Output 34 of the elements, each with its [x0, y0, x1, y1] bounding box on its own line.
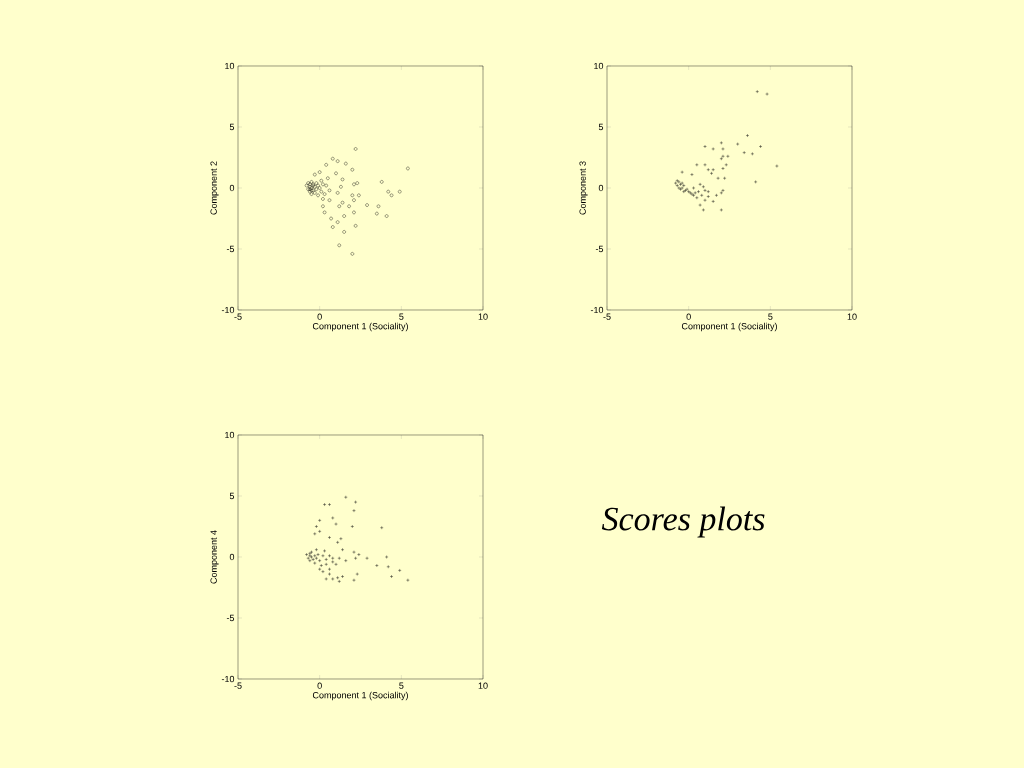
y-tick-label: 5	[229, 123, 235, 131]
x-tick-label: 10	[478, 313, 488, 320]
y-tick-label: -5	[226, 245, 235, 253]
y-axis-title: Component 2	[210, 161, 219, 215]
y-tick-label: 5	[598, 123, 604, 131]
y-axis-title: Component 3	[579, 161, 588, 215]
y-tick-label: 0	[229, 553, 235, 561]
x-tick-label: -5	[234, 313, 242, 320]
y-tick-label: 10	[225, 62, 235, 70]
x-tick-label: 0	[317, 313, 322, 320]
x-axis-title: Component 1 (Sociality)	[312, 322, 408, 332]
x-tick-label: 0	[317, 682, 322, 689]
x-tick-label: 5	[768, 313, 773, 320]
y-tick-label: -5	[226, 614, 235, 622]
y-tick-label: 10	[225, 431, 235, 439]
text: Scores plots	[601, 506, 765, 538]
y-tick-label: 5	[229, 492, 235, 500]
y-tick-label: -10	[221, 306, 235, 314]
x-tick-label: 10	[847, 313, 857, 320]
x-tick-label: -5	[603, 313, 611, 320]
x-tick-label: 10	[478, 682, 488, 689]
x-tick-label: 5	[399, 682, 404, 689]
y-tick-label: -10	[590, 306, 604, 314]
x-tick-label: -5	[234, 682, 242, 689]
x-tick-label: 5	[399, 313, 404, 320]
y-tick-label: 0	[229, 184, 235, 192]
x-axis-title: Component 1 (Sociality)	[312, 691, 408, 701]
x-tick-label: 0	[686, 313, 691, 320]
y-tick-label: 10	[594, 62, 604, 70]
y-tick-label: -5	[595, 245, 604, 253]
y-axis-title: Component 4	[210, 530, 219, 584]
x-axis-title: Component 1 (Sociality)	[681, 322, 777, 332]
y-tick-label: 0	[598, 184, 604, 192]
y-tick-label: -10	[221, 675, 235, 683]
